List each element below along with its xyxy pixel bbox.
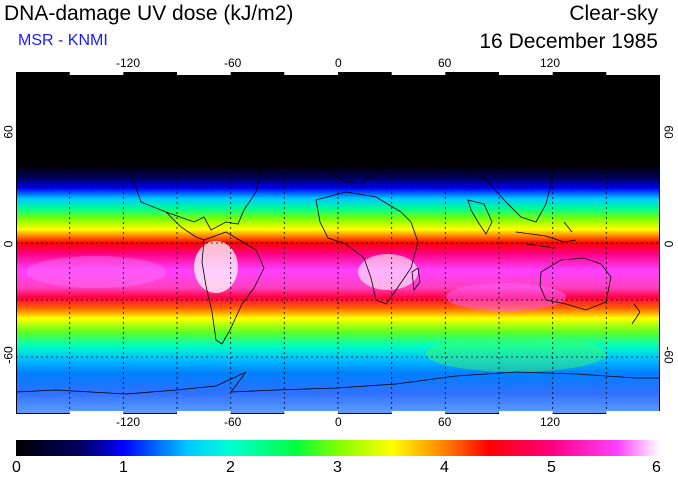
coastline-europe xyxy=(315,151,417,185)
lat-tick-right: -60 xyxy=(661,346,676,364)
uv-dose-map xyxy=(16,72,660,414)
frame-bar-top xyxy=(499,72,553,75)
colorbar-label: 3 xyxy=(333,459,342,476)
lon-tick-bottom: -120 xyxy=(116,415,141,429)
coastline-south-america xyxy=(201,231,265,345)
frame-bar-bottom xyxy=(177,411,231,414)
lon-tick-top: -60 xyxy=(224,56,242,70)
frame-bar-bottom xyxy=(391,411,446,414)
frame-bar-top xyxy=(606,72,660,75)
coastline-central-america xyxy=(165,211,205,241)
coastline-india xyxy=(467,199,493,235)
colorbar xyxy=(16,440,660,456)
hotspot-pacific xyxy=(26,256,166,288)
colorbar-label: 1 xyxy=(119,459,128,476)
colorbar-label: 6 xyxy=(652,459,661,476)
lon-tick-top: 120 xyxy=(540,56,561,70)
lon-tick-top: 60 xyxy=(438,56,452,70)
date-label: 16 December 1985 xyxy=(479,30,658,53)
coastline-madagascar xyxy=(411,267,421,292)
hotspot-south-america xyxy=(194,241,238,293)
frame-bar-top xyxy=(69,72,124,75)
frame-bar-top xyxy=(284,72,338,75)
colorbar-label: 2 xyxy=(226,459,235,476)
colorbar-label: 4 xyxy=(440,459,449,476)
lon-tick-bottom: 0 xyxy=(335,415,342,429)
frame-bar-bottom xyxy=(69,411,124,414)
lon-tick-bottom: 60 xyxy=(438,415,452,429)
colorbar-fill xyxy=(16,440,660,456)
green-patch-southern-ocean xyxy=(426,336,606,372)
coastline-asia xyxy=(415,145,627,223)
frame-bar-bottom xyxy=(499,411,553,414)
lon-tick-top: 0 xyxy=(335,56,342,70)
lat-tick-left: 0 xyxy=(1,240,16,248)
frame-bar-top xyxy=(391,72,446,75)
lon-tick-bottom: 120 xyxy=(540,415,561,429)
colorbar-label: 0 xyxy=(12,459,21,476)
coastline-antarctica xyxy=(16,371,660,395)
coastline-indonesia xyxy=(515,221,577,249)
lat-tick-left: 60 xyxy=(1,125,16,139)
sky-condition-label: Clear-sky xyxy=(569,2,658,25)
frame-bar-bottom xyxy=(606,411,660,414)
lon-tick-top: -120 xyxy=(116,56,141,70)
lat-tick-right: 60 xyxy=(661,125,676,139)
coastline-africa xyxy=(315,191,419,305)
hotspot-africa xyxy=(358,254,418,290)
lat-tick-left: -60 xyxy=(1,346,16,364)
hotspot-indian-ocean xyxy=(446,283,566,311)
source-label: MSR - KNMI xyxy=(18,32,108,49)
frame-bar-top xyxy=(177,72,231,75)
lon-tick-bottom: -60 xyxy=(224,415,242,429)
coastline-north-america xyxy=(55,141,262,231)
map-title: DNA-damage UV dose (kJ/m2) xyxy=(4,2,294,25)
colorbar-label: 5 xyxy=(547,459,556,476)
frame-bar-bottom xyxy=(284,411,338,414)
coastline-new-zealand xyxy=(631,303,641,325)
lat-tick-right: 0 xyxy=(661,240,676,248)
